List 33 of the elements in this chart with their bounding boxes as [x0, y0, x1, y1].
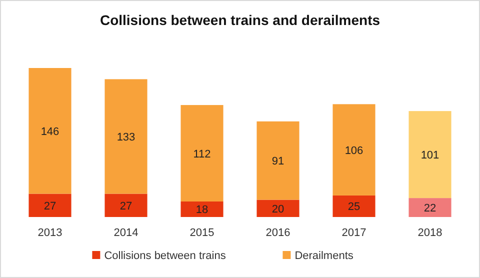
bar [256, 200, 300, 217]
bar [332, 195, 376, 217]
x-tick-label: 2015 [190, 227, 214, 239]
data-label: 27 [120, 200, 132, 212]
bar [104, 194, 148, 217]
bar [180, 201, 224, 217]
bar [332, 104, 376, 196]
data-label: 106 [344, 144, 364, 157]
bar [408, 198, 452, 217]
bar [28, 68, 72, 194]
bar [104, 79, 148, 194]
bar [28, 194, 72, 217]
x-tick-label: 2016 [266, 227, 290, 239]
data-label: 27 [44, 200, 56, 212]
bar [180, 105, 224, 202]
bar [256, 121, 300, 200]
legend-label: Collisions between trains [104, 250, 226, 262]
legend-label: Derailments [294, 250, 354, 262]
data-label: 20 [272, 203, 284, 216]
data-label: 133 [116, 131, 136, 144]
data-label: 101 [420, 150, 440, 162]
x-tick-label: 2014 [114, 227, 138, 239]
data-label: 22 [424, 202, 436, 215]
x-tick-label: 2017 [342, 227, 366, 239]
chart-title: Collisions between trains and derailments [100, 12, 380, 28]
bar [408, 111, 452, 198]
x-tick-label: 2018 [418, 227, 442, 239]
data-label: 18 [196, 204, 208, 216]
data-label: 146 [40, 126, 60, 138]
data-label: 112 [193, 148, 211, 160]
x-tick-label: 2013 [38, 227, 62, 239]
data-label: 91 [272, 156, 284, 168]
data-label: 25 [348, 201, 360, 214]
